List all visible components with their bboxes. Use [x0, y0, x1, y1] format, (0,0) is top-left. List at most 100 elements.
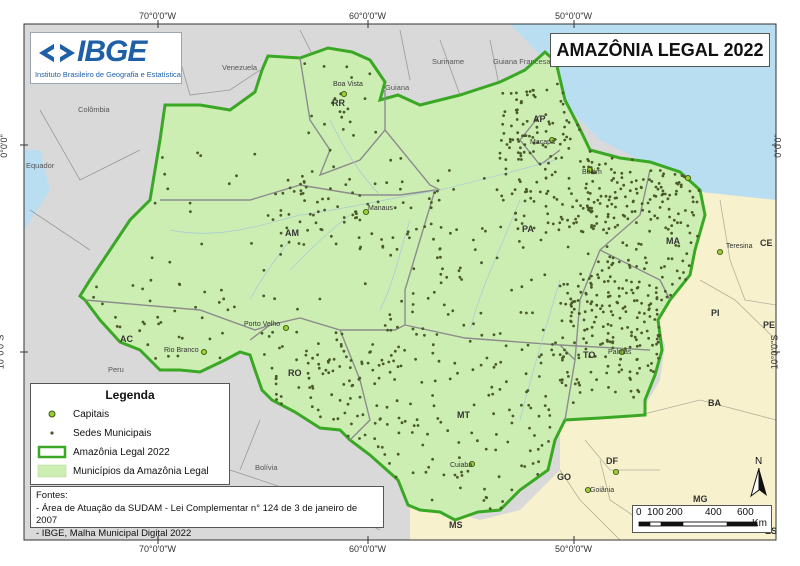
municipal-seat-dot [371, 343, 375, 346]
municipal-seat-dot [610, 179, 614, 182]
municipal-seat-dot [606, 364, 610, 368]
municipal-seat-dot [456, 475, 459, 479]
municipal-seat-dot [336, 417, 340, 421]
capital-label-palmas: Palmas [608, 349, 632, 356]
municipal-seat-dot [599, 343, 602, 346]
country-label-colombia: Colômbia [78, 105, 111, 114]
municipal-seat-dot [528, 449, 532, 453]
municipal-seat-dot [523, 465, 527, 468]
municipal-seat-dot [389, 354, 393, 357]
municipal-seat-dot [625, 244, 629, 247]
municipal-seat-dot [360, 360, 364, 364]
map-neatline [23, 23, 777, 541]
municipal-seat-dot [630, 280, 633, 284]
municipal-seat-dot [549, 155, 553, 158]
municipal-seat-dot [578, 128, 581, 132]
capital-label-manaus: Manaus [368, 205, 393, 212]
municipal-seat-dot [442, 473, 446, 477]
municipal-seat-dot [306, 228, 309, 232]
municipal-seat-dot [673, 173, 677, 176]
municipal-seat-dot [633, 210, 637, 213]
municipal-seat-dot [342, 349, 346, 353]
municipal-seat-dot [387, 360, 391, 364]
capital-marker [282, 324, 290, 332]
municipal-seat-dots [92, 62, 701, 510]
municipal-seat-dot [643, 256, 647, 260]
legend-label: Amazônia Legal 2022 [73, 446, 170, 458]
municipal-seat-dot [641, 208, 644, 212]
municipal-seat-dot [537, 460, 540, 464]
municipal-seat-dot [578, 383, 581, 387]
municipal-seat-dot [528, 151, 532, 155]
municipal-seat-dot [669, 293, 672, 297]
municipal-seat-dot [522, 150, 526, 154]
municipal-seat-dot [370, 232, 374, 236]
municipal-seat-dot [455, 228, 458, 232]
municipal-seat-dot [592, 227, 595, 231]
municipal-seat-dot [575, 199, 579, 203]
municipal-seat-dot [535, 131, 539, 135]
municipal-seat-dot [613, 196, 617, 200]
state-label-to: TO [583, 350, 595, 360]
municipal-seat-dot [595, 215, 598, 218]
municipal-seat-dot [618, 316, 622, 320]
municipal-seat-dot [570, 192, 573, 196]
municipal-seat-dot [567, 176, 571, 180]
municipal-seat-dot [332, 417, 335, 421]
municipal-seat-dot [585, 327, 589, 331]
state-label-go: GO [557, 472, 571, 482]
municipal-seat-dot [250, 242, 253, 245]
municipal-seat-dot [118, 325, 122, 329]
municipal-seat-dot [388, 462, 391, 465]
municipal-seat-dot [433, 379, 437, 383]
municipal-seat-dot [529, 196, 533, 200]
municipal-seat-dot [393, 349, 397, 353]
capital-label-teresina: Teresina [726, 243, 753, 250]
municipal-seat-dot [691, 200, 695, 204]
municipal-seat-dot [572, 324, 575, 328]
municipal-seat-dot [635, 371, 639, 375]
municipal-seat-dot [539, 361, 543, 365]
municipal-seat-dot [550, 348, 554, 352]
municipal-seat-dot [638, 344, 642, 347]
municipal-seat-dot [200, 316, 204, 320]
municipal-seat-dot [554, 341, 557, 345]
municipal-seat-dot [677, 212, 680, 216]
municipal-seat-dot [647, 336, 650, 340]
municipal-seat-dot [630, 210, 634, 214]
municipal-seat-dot [208, 337, 212, 341]
municipal-seat-dot [614, 205, 617, 209]
municipal-seat-dot [590, 285, 593, 289]
municipal-seat-dot [457, 441, 461, 444]
municipal-seat-dot [635, 191, 639, 195]
municipal-seat-dot [92, 295, 95, 299]
municipal-seat-dot [663, 192, 667, 196]
municipal-seat-dot [383, 453, 387, 456]
municipal-dot-icon [37, 426, 67, 440]
municipal-seat-dot [376, 445, 380, 449]
municipal-seat-dot [606, 212, 610, 216]
municipal-seat-dot [563, 125, 566, 129]
municipal-seat-dot [582, 165, 586, 169]
country-label-venezuela: Venezuela [222, 63, 258, 72]
municipal-seat-dot [670, 231, 673, 235]
municipal-seat-dot [619, 187, 623, 191]
state-label-mg: MG [693, 494, 708, 504]
municipal-seat-dot [328, 148, 332, 152]
municipal-seat-dot [498, 151, 502, 155]
municipal-seat-dot [263, 353, 266, 356]
municipal-seat-dot [552, 353, 555, 357]
municipal-seat-dot [606, 295, 610, 299]
municipal-seat-dot [501, 91, 505, 95]
municipal-seat-dot [458, 456, 461, 459]
municipal-seat-dot [604, 355, 607, 359]
legend-label: Capitais [73, 408, 110, 420]
municipal-seat-dot [674, 192, 678, 196]
municipal-seat-dot [285, 226, 289, 230]
municipal-seat-dot [287, 213, 291, 216]
municipal-seat-dot [560, 378, 564, 382]
municipal-seat-dot [505, 380, 508, 384]
municipal-seat-dot [607, 266, 611, 270]
municipal-seat-dot [431, 394, 434, 397]
capital-marker [716, 248, 724, 256]
